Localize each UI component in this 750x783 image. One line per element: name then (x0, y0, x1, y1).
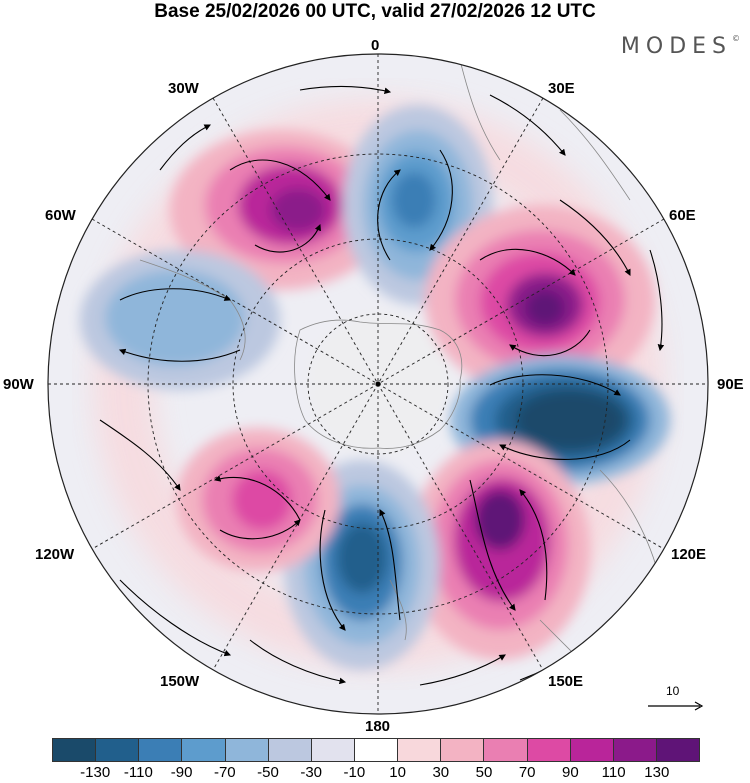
legend-swatch (138, 739, 182, 761)
legend-tick-label: 70 (518, 764, 536, 781)
reference-vector: 10 (646, 684, 706, 714)
legend-tick-label: -70 (213, 764, 236, 781)
map-title: Base 25/02/2026 00 UTC, valid 27/02/2026… (154, 1, 596, 22)
lon-label-30w: 30W (168, 80, 199, 97)
legend-swatch (181, 739, 225, 761)
legend-tick-label: 10 (389, 764, 406, 781)
legend-swatch (569, 739, 613, 761)
color-legend (52, 738, 700, 762)
lon-label-150w: 150W (160, 673, 200, 690)
legend-tick-label: -130 (80, 764, 111, 781)
legend-tick-label: 30 (432, 764, 450, 781)
legend-tick-label: -10 (343, 764, 366, 781)
map-border (47, 53, 709, 715)
lon-label-60e: 60E (669, 207, 696, 224)
brand-logo: MODES© (620, 34, 740, 59)
reference-vector-label: 10 (666, 684, 680, 698)
legend-swatch (95, 739, 139, 761)
lon-label-30e: 30E (548, 80, 575, 97)
legend-swatch (267, 739, 311, 761)
legend-swatch (224, 739, 268, 761)
legend-tick-label: 110 (601, 764, 626, 781)
legend-swatch (353, 739, 398, 761)
legend-swatch (655, 739, 700, 761)
lon-label-120e: 120E (671, 546, 707, 563)
lon-label-180: 180 (365, 718, 391, 735)
legend-tick-label: -30 (300, 764, 323, 781)
legend-tick-label: 90 (562, 764, 579, 781)
legend-swatch (440, 739, 484, 761)
legend-swatch (483, 739, 527, 761)
lon-label-0: 0 (371, 37, 380, 54)
legend-ticks: -130 -110 -90 -70 -50 -30 -10 10 30 50 70 90 110 130 (52, 764, 700, 782)
legend-swatch (310, 739, 354, 761)
legend-tick-label: -90 (170, 764, 193, 781)
legend-swatch (53, 739, 96, 761)
legend-swatch (612, 739, 656, 761)
lon-label-60w: 60W (45, 207, 76, 224)
lon-label-90w: 90W (3, 376, 34, 393)
legend-tick-label: 130 (644, 764, 670, 781)
legend-swatch (526, 739, 570, 761)
legend-tick-label: -50 (257, 764, 279, 781)
lon-label-120w: 120W (35, 546, 75, 563)
legend-swatch (397, 739, 441, 761)
lon-label-150e: 150E (548, 673, 584, 690)
legend-tick-label: 50 (475, 764, 493, 781)
pole-marker (375, 381, 381, 387)
lon-label-90e: 90E (717, 376, 744, 393)
legend-tick-label: -110 (123, 764, 153, 781)
